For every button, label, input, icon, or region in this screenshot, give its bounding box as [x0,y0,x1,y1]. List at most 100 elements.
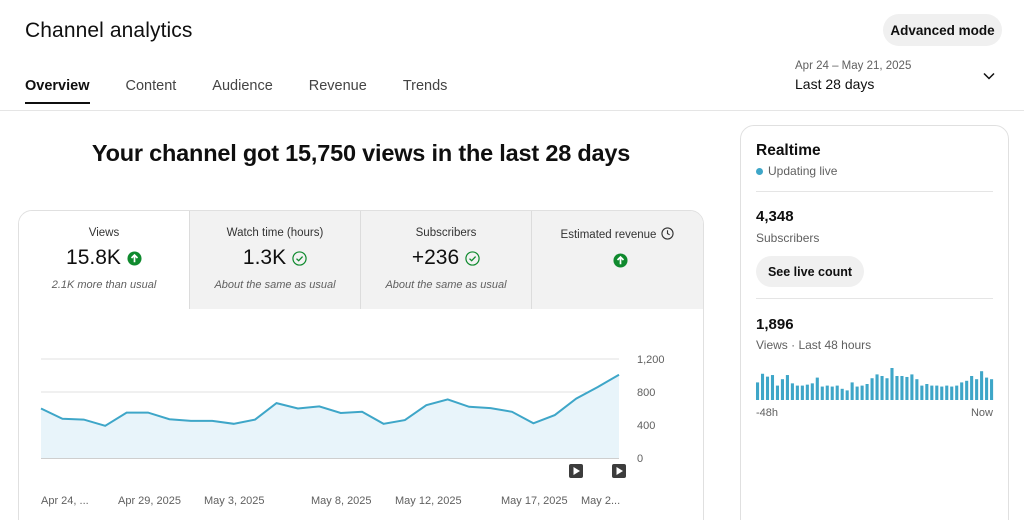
metric-watch-time[interactable]: Watch time (hours) 1.3K About the same a… [190,211,361,309]
realtime-end-label: Now [970,407,993,419]
x-tick-label: May 17, 2025 [501,495,568,507]
metric-tabs: Views 15.8K 2.1K more than usual Watch t… [19,211,703,309]
realtime-subscribers-label: Subscribers [756,231,820,245]
x-tick-label: Apr 24, ... [41,495,89,507]
realtime-bar [905,376,909,400]
realtime-bar [945,385,949,400]
realtime-bar [920,385,924,400]
play-icon[interactable] [612,464,626,478]
realtime-bar [850,382,854,400]
chevron-down-icon [983,72,995,80]
live-dot-icon [756,167,763,175]
realtime-card: Realtime Updating live 4,348 Subscribers… [740,125,1009,520]
realtime-bar [775,385,780,400]
realtime-bar [770,375,775,400]
page-title: Channel analytics [25,19,193,42]
arrow-up-circle-icon [127,250,142,266]
realtime-bar [780,379,784,400]
realtime-bar [800,385,804,400]
realtime-bar [935,385,939,400]
tab-revenue[interactable]: Revenue [308,78,367,94]
realtime-bar [890,368,894,400]
date-range-label: Last 28 days [795,76,875,92]
realtime-bar [790,383,794,400]
x-tick-label: May 3, 2025 [204,495,265,507]
metric-label: Estimated revenue [560,229,657,241]
realtime-bar [930,385,934,400]
metric-value: 15.8K [66,246,121,269]
x-tick-label: May 2... [581,495,620,507]
clock-icon [661,227,675,240]
realtime-bar [925,384,929,400]
realtime-views-label: Views · Last 48 hours [756,338,872,352]
tab-trends[interactable]: Trends [402,78,448,94]
realtime-start-label: -48h [756,407,779,419]
realtime-bar [865,384,869,400]
metric-label: Subscribers [415,227,477,239]
realtime-bar [860,385,864,400]
views-headline: Your channel got 15,750 views in the las… [91,140,631,166]
realtime-bar [985,377,989,400]
realtime-views-value: 1,896 [756,316,794,333]
metric-value: 1.3K [242,246,287,269]
realtime-bar [855,386,859,400]
date-range-text: Apr 24 – May 21, 2025 [795,60,912,72]
see-live-count-button[interactable]: See live count [756,256,864,287]
advanced-mode-button[interactable]: Advanced mode [883,14,1002,46]
date-range-picker[interactable]: Apr 24 – May 21, 2025 Last 28 days [795,60,1005,100]
y-tick-label: 1,200 [637,354,665,366]
tab-content[interactable]: Content [125,78,177,94]
metric-views[interactable]: Views 15.8K 2.1K more than usual [19,211,190,309]
check-circle-icon [292,250,307,266]
realtime-bar [845,390,849,400]
realtime-bar [760,373,765,400]
y-tick-label: 800 [637,387,655,399]
realtime-bar [830,386,834,400]
realtime-status-text: Updating live [768,164,838,178]
realtime-bar [955,385,959,400]
metric-value: +236 [411,246,460,269]
realtime-bar [970,376,974,400]
y-tick-label: 400 [637,420,655,432]
metric-subscribers[interactable]: Subscribers +236 About the same as usual [361,211,532,309]
tab-bar: Overview Content Audience Revenue Trends [25,78,483,104]
realtime-bar [885,378,889,400]
series-area [41,374,619,458]
realtime-bar [870,378,874,400]
metric-comparison: About the same as usual [214,279,336,291]
realtime-bar [960,382,964,400]
metric-label-row: Estimated revenue [532,227,703,241]
realtime-bar [965,380,969,400]
realtime-title: Realtime [756,142,821,159]
views-chart[interactable]: 0 400 800 1,200 Apr 24, ... Apr 29, 2025 May 3… [19,211,704,520]
realtime-status: Updating live [756,164,837,178]
realtime-bar [820,386,824,400]
play-icon[interactable] [569,464,583,478]
metric-estimated-revenue[interactable]: Estimated revenue [532,211,703,309]
realtime-bar [900,376,904,400]
realtime-bar [880,376,884,400]
metric-comparison: About the same as usual [385,279,507,291]
realtime-bar [915,379,919,400]
x-tick-label: Apr 29, 2025 [118,495,181,507]
arrow-up-circle-icon [613,252,628,268]
realtime-bar [975,379,979,400]
tab-audience[interactable]: Audience [212,78,273,94]
realtime-bar [875,374,879,400]
divider [756,298,993,299]
realtime-bar [835,385,839,400]
realtime-bar [980,371,984,400]
realtime-bar-chart[interactable] [756,366,995,400]
check-circle-icon [465,250,480,266]
tab-overview[interactable]: Overview [25,78,90,104]
realtime-bar [756,382,760,400]
metric-label: Watch time (hours) [226,227,324,239]
realtime-bar [765,376,770,400]
realtime-bar [785,375,789,400]
divider [756,191,993,192]
realtime-bar [805,384,809,400]
realtime-bar [815,377,819,400]
realtime-bar [940,386,944,400]
metric-label: Views [88,227,120,239]
realtime-bar [825,385,829,400]
